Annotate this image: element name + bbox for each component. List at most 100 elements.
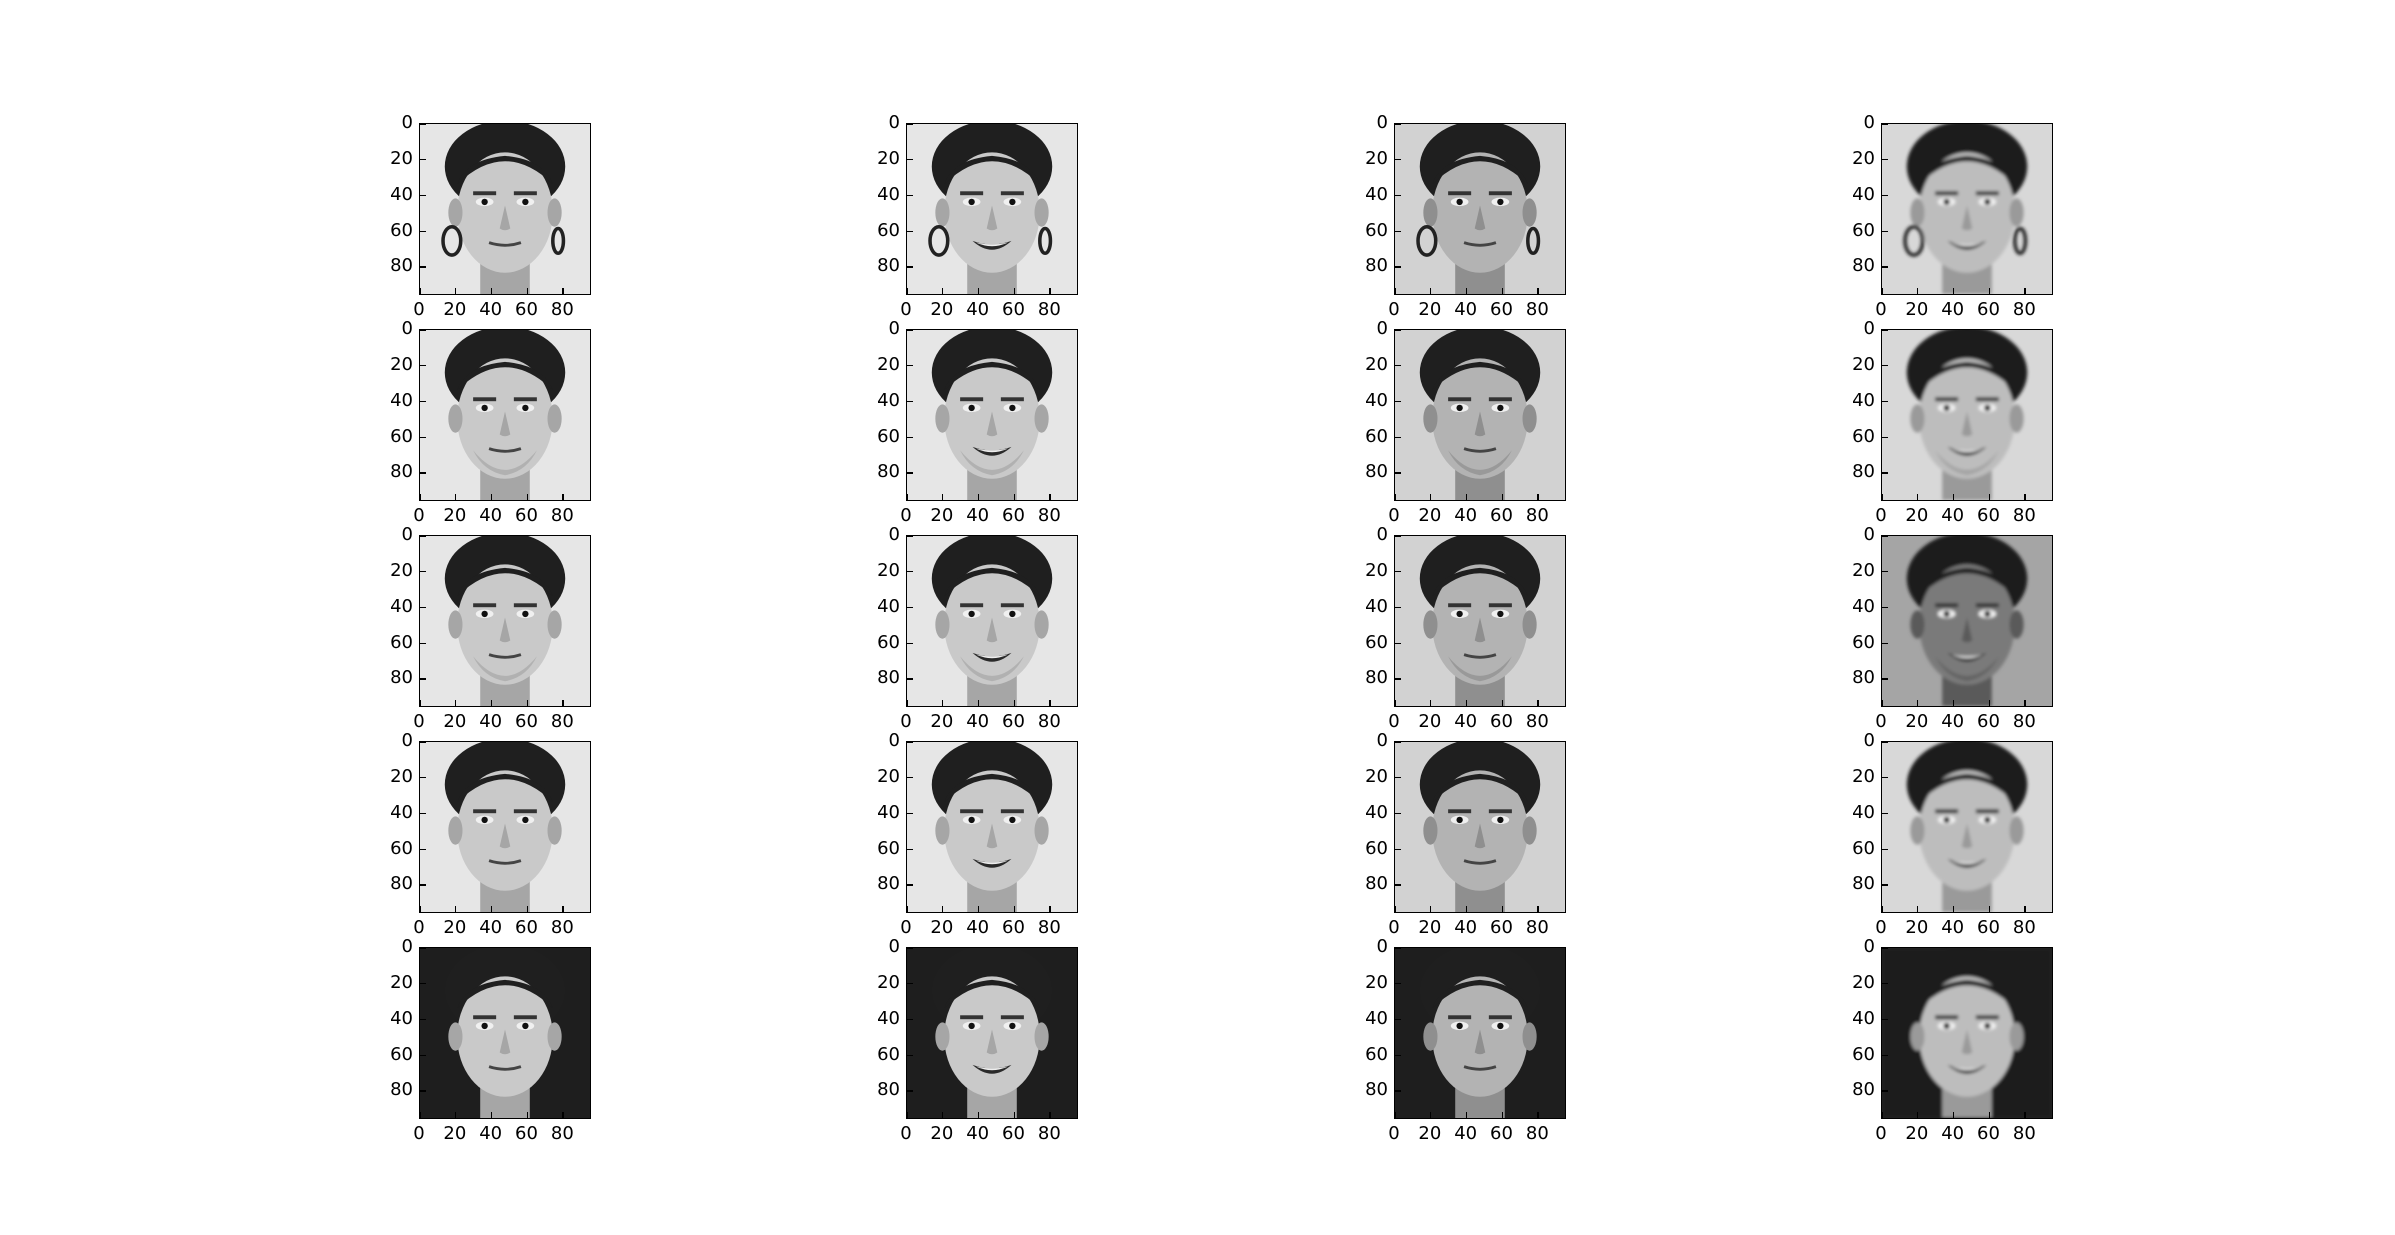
y-tick-label: 80 [877, 461, 900, 483]
y-tick-label: 80 [877, 255, 900, 277]
y-tick-mark [420, 570, 426, 573]
y-tick-label: 40 [1852, 389, 1875, 411]
face-panel [906, 947, 1078, 1119]
y-tick-mark [420, 741, 426, 743]
x-tick-label: 40 [1941, 917, 1965, 938]
x-tick-label: 60 [1002, 299, 1025, 320]
x-tick-label: 60 [1490, 1123, 1513, 1144]
y-tick-label: 60 [877, 837, 900, 859]
face-panel [1394, 329, 1566, 501]
x-tick-mark [1394, 700, 1396, 706]
y-tick-label: 60 [390, 631, 413, 653]
y-tick-mark [1882, 123, 1888, 125]
y-tick-label: 0 [401, 936, 413, 957]
x-tick-mark [1465, 906, 1468, 912]
y-tick-label: 40 [390, 801, 413, 823]
y-tick-label: 0 [401, 318, 413, 339]
y-tick-mark [1882, 266, 1888, 268]
y-tick-label: 60 [1852, 837, 1875, 859]
x-tick-mark [906, 700, 908, 706]
x-tick-mark [1537, 494, 1539, 500]
y-tick-mark [1395, 947, 1401, 949]
y-tick-label: 60 [1365, 219, 1388, 241]
x-tick-mark [1501, 906, 1503, 912]
y-tick-mark [1882, 884, 1888, 886]
y-tick-label: 20 [877, 971, 900, 993]
x-tick-mark [1537, 288, 1539, 294]
y-tick-mark [420, 606, 426, 609]
x-tick-mark [1537, 906, 1539, 912]
x-tick-label: 80 [2012, 505, 2036, 526]
y-tick-label: 40 [877, 595, 900, 617]
x-tick-label: 40 [479, 917, 503, 938]
x-tick-mark [1952, 700, 1955, 706]
x-tick-label: 80 [1525, 1123, 1549, 1144]
x-tick-label: 60 [515, 1123, 538, 1144]
x-tick-label: 0 [1875, 917, 1887, 938]
x-tick-mark [906, 906, 908, 912]
x-tick-mark [454, 494, 457, 500]
x-tick-label: 60 [515, 505, 538, 526]
y-tick-mark [907, 606, 913, 609]
y-tick-label: 0 [1376, 730, 1388, 751]
x-tick-label: 40 [479, 1123, 503, 1144]
y-tick-mark [420, 776, 426, 779]
y-tick-label: 80 [1365, 667, 1388, 689]
y-tick-label: 60 [390, 425, 413, 447]
face-panel [1881, 947, 2053, 1119]
y-tick-mark [1882, 436, 1888, 438]
y-tick-label: 60 [1852, 425, 1875, 447]
x-tick-label: 20 [1905, 505, 1929, 526]
y-tick-mark [907, 776, 913, 779]
y-tick-label: 60 [390, 837, 413, 859]
y-tick-label: 0 [401, 112, 413, 133]
y-tick-mark [907, 194, 913, 197]
y-tick-label: 20 [1852, 971, 1875, 993]
y-tick-mark [1395, 123, 1401, 125]
x-tick-mark [419, 288, 421, 294]
face-panel [906, 329, 1078, 501]
y-tick-label: 80 [877, 1079, 900, 1101]
y-tick-mark [1882, 776, 1888, 779]
y-tick-mark [1395, 1054, 1401, 1056]
x-tick-mark [1988, 288, 1990, 294]
y-tick-label: 60 [1365, 631, 1388, 653]
face-panel [419, 741, 591, 913]
x-tick-label: 40 [1454, 299, 1478, 320]
y-tick-label: 20 [1365, 971, 1388, 993]
y-tick-label: 60 [1852, 1043, 1875, 1065]
y-tick-label: 20 [390, 559, 413, 581]
y-tick-label: 0 [401, 730, 413, 751]
y-tick-label: 0 [888, 936, 900, 957]
y-tick-label: 60 [390, 1043, 413, 1065]
y-tick-mark [1395, 436, 1401, 438]
y-tick-mark [907, 741, 913, 743]
y-tick-mark [907, 642, 913, 644]
y-tick-mark [420, 400, 426, 403]
y-tick-label: 80 [1852, 1079, 1875, 1101]
y-tick-label: 20 [1852, 353, 1875, 375]
x-tick-label: 0 [900, 1123, 912, 1144]
y-tick-mark [420, 884, 426, 886]
x-tick-label: 60 [1977, 299, 2000, 320]
y-tick-label: 60 [1365, 425, 1388, 447]
y-tick-mark [1882, 400, 1888, 403]
face-panel [1881, 123, 2053, 295]
y-tick-mark [1882, 364, 1888, 367]
x-tick-mark [1049, 906, 1051, 912]
x-tick-mark [526, 906, 528, 912]
x-tick-label: 20 [930, 299, 954, 320]
x-tick-label: 40 [1454, 711, 1478, 732]
x-tick-label: 20 [930, 917, 954, 938]
x-tick-label: 20 [443, 505, 467, 526]
x-tick-mark [1916, 906, 1919, 912]
y-tick-label: 60 [1365, 1043, 1388, 1065]
y-tick-mark [907, 364, 913, 367]
x-tick-mark [1881, 288, 1883, 294]
y-tick-label: 20 [877, 765, 900, 787]
x-tick-label: 80 [2012, 1123, 2036, 1144]
y-tick-label: 40 [1365, 801, 1388, 823]
y-tick-label: 60 [1852, 219, 1875, 241]
x-tick-mark [2024, 1112, 2026, 1118]
y-tick-label: 20 [1365, 353, 1388, 375]
